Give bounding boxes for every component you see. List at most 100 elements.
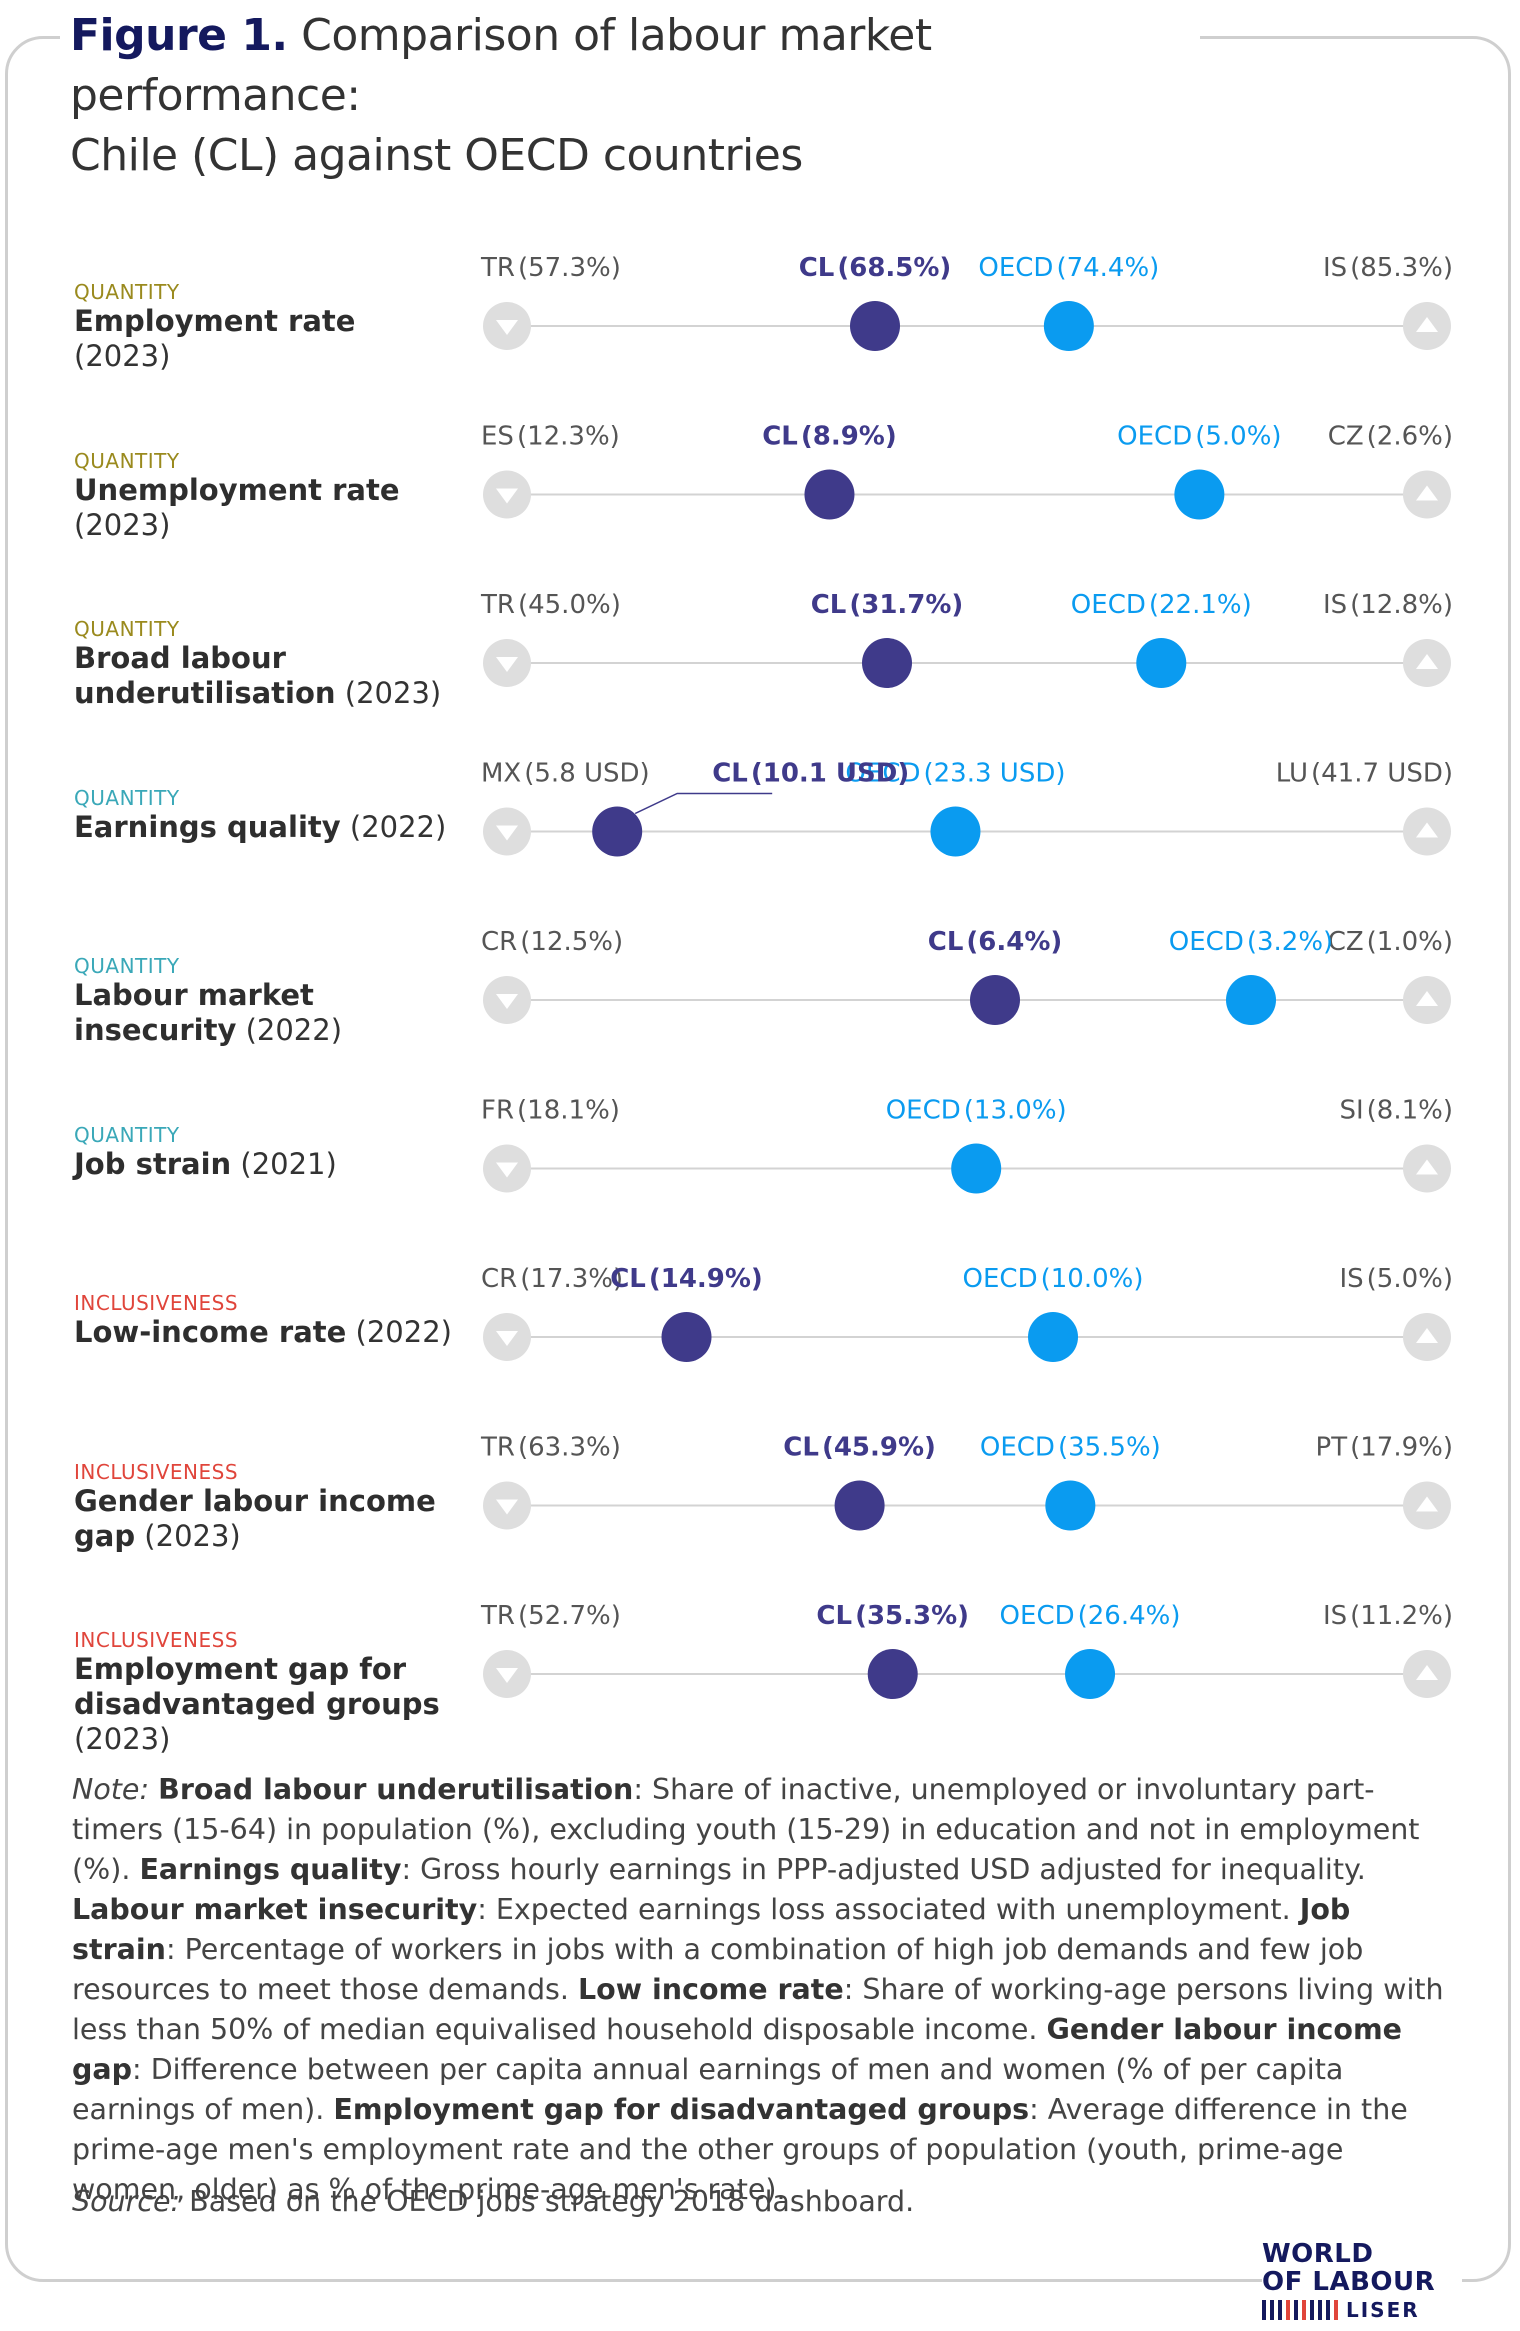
note-term: Job strain bbox=[72, 1893, 1351, 1966]
best-label-value: (12.8%) bbox=[1350, 590, 1453, 620]
worst-label: TR (63.3%) bbox=[480, 1433, 621, 1463]
cl-label-value: (45.9%) bbox=[822, 1433, 936, 1463]
cl-label-code: CL bbox=[610, 1264, 646, 1294]
triangle-up-icon bbox=[1416, 1328, 1438, 1343]
oecd-label: OECD (74.4%) bbox=[978, 253, 1159, 283]
triangle-down-icon bbox=[496, 488, 518, 504]
cl-label-code: CL bbox=[712, 759, 748, 789]
note-term: Gender labour income gap bbox=[72, 2013, 1403, 2086]
note-definition: : Gross hourly earnings in PPP-adjusted … bbox=[401, 1853, 1366, 1886]
oecd-marker bbox=[1136, 638, 1187, 688]
triangle-up-icon bbox=[1416, 1159, 1438, 1175]
best-label-code: LU bbox=[1276, 759, 1308, 789]
worst-label-code: ES bbox=[481, 422, 514, 452]
row-label: QUANTITY Broad labour underutilisation (2… bbox=[74, 617, 454, 711]
oecd-label-value: (22.1%) bbox=[1149, 590, 1252, 620]
row-year: (2023) bbox=[135, 1518, 241, 1553]
cl-label-value: (14.9%) bbox=[649, 1264, 763, 1294]
best-label: CZ (1.0%) bbox=[1328, 927, 1453, 957]
triangle-down-icon bbox=[496, 1499, 518, 1515]
logo-bars-icon bbox=[1262, 2300, 1338, 2320]
oecd-label-value: (5.0%) bbox=[1195, 422, 1281, 452]
cl-label-value: (31.7%) bbox=[849, 590, 963, 620]
worst-label-code: TR bbox=[480, 253, 515, 283]
triangle-up-icon bbox=[1416, 317, 1438, 332]
best-label: IS (5.0%) bbox=[1339, 1264, 1453, 1294]
row-label: QUANTITY Unemployment rate (2023) bbox=[74, 449, 454, 543]
worst-label-code: MX bbox=[481, 759, 521, 789]
worst-label: MX (5.8 USD) bbox=[481, 759, 650, 789]
cl-label-value: (8.9%) bbox=[801, 422, 897, 452]
triangle-up-icon bbox=[1416, 1496, 1438, 1512]
cl-label-code: CL bbox=[816, 1601, 852, 1631]
note-term: Labour market insecurity bbox=[72, 1893, 478, 1926]
worst-label-value: (45.0%) bbox=[518, 590, 621, 620]
cl-label: CL (45.9%) bbox=[783, 1433, 936, 1463]
oecd-marker bbox=[930, 806, 981, 857]
cl-label: CL (10.1 USD) bbox=[712, 759, 909, 789]
cl-label-code: CL bbox=[762, 422, 798, 452]
row-category: INCLUSIVENESS bbox=[74, 1459, 239, 1484]
row-name: Unemployment rate bbox=[74, 472, 400, 507]
source-text: Source: Based on the OECD jobs strategy … bbox=[72, 2182, 1372, 2222]
worst-label-value: (57.3%) bbox=[518, 253, 621, 283]
best-label-value: (2.6%) bbox=[1367, 422, 1453, 452]
worst-label-value: (17.3%) bbox=[520, 1264, 623, 1294]
title-line-1: Comparison of labour market performance: bbox=[70, 10, 932, 121]
oecd-label-code: OECD bbox=[1071, 590, 1146, 620]
cl-leader-line bbox=[634, 792, 773, 815]
best-label-value: (17.9%) bbox=[1350, 1433, 1453, 1463]
note-definition: : Average difference in the prime-age me… bbox=[72, 2093, 1408, 2206]
oecd-label-value: (10.0%) bbox=[1041, 1264, 1144, 1294]
cl-label-value: (35.3%) bbox=[855, 1601, 969, 1631]
oecd-marker bbox=[1043, 301, 1094, 351]
best-label: PT (17.9%) bbox=[1316, 1433, 1453, 1463]
row-label: QUANTITY Earnings quality (2022) bbox=[74, 786, 454, 845]
note-definition: : Percentage of workers in jobs with a c… bbox=[72, 1933, 1364, 2006]
oecd-label-value: (3.2%) bbox=[1247, 927, 1333, 957]
worst-label: TR (52.7%) bbox=[480, 1601, 621, 1631]
worst-label-code: TR bbox=[480, 1433, 515, 1463]
oecd-marker bbox=[1045, 1480, 1096, 1531]
oecd-label-code: OECD bbox=[978, 253, 1053, 283]
row-label: QUANTITY Job strain (2021) bbox=[74, 1123, 454, 1182]
best-label-value: (41.7 USD) bbox=[1311, 759, 1453, 789]
note-term: Low income rate bbox=[578, 1973, 844, 2006]
oecd-label: OECD (5.0%) bbox=[1117, 422, 1281, 452]
best-label-code: IS bbox=[1339, 1264, 1363, 1294]
worst-label: ES (12.3%) bbox=[481, 422, 620, 452]
worst-label: CR (12.5%) bbox=[481, 927, 623, 957]
cl-marker bbox=[661, 1312, 712, 1362]
best-label: LU (41.7 USD) bbox=[1276, 759, 1453, 789]
note-term: Earnings quality bbox=[139, 1853, 402, 1886]
row-year: (2022) bbox=[236, 1013, 343, 1047]
worst-label: TR (57.3%) bbox=[480, 253, 621, 283]
oecd-label-code: OECD bbox=[1117, 422, 1192, 452]
title-background bbox=[60, 0, 1200, 130]
cl-label-code: CL bbox=[811, 590, 847, 620]
cl-label: CL (8.9%) bbox=[762, 422, 897, 452]
cl-marker bbox=[862, 638, 912, 688]
oecd-label-value: (13.0%) bbox=[964, 1096, 1067, 1126]
row-name: Gender labour income gap bbox=[74, 1483, 436, 1553]
cl-label: CL (35.3%) bbox=[816, 1601, 969, 1631]
note-text: Note: Broad labour underutilisation: Sha… bbox=[72, 1770, 1452, 2210]
note-definition: : Share of inactive, unemployed or invol… bbox=[72, 1773, 1420, 1886]
worst-label-code: FR bbox=[481, 1096, 514, 1126]
worst-label: CR (17.3%) bbox=[481, 1264, 623, 1294]
row-year: (2021) bbox=[231, 1146, 337, 1181]
oecd-label: OECD (22.1%) bbox=[1071, 590, 1252, 620]
triangle-down-icon bbox=[496, 1668, 518, 1683]
oecd-marker bbox=[951, 1143, 1002, 1194]
row-category: INCLUSIVENESS bbox=[74, 1628, 239, 1652]
best-label-value: (8.1%) bbox=[1367, 1096, 1453, 1126]
cl-label: CL (14.9%) bbox=[610, 1264, 763, 1294]
logo-line-1: WORLD bbox=[1262, 2239, 1374, 2269]
oecd-label: OECD (3.2%) bbox=[1169, 927, 1333, 957]
best-label-code: IS bbox=[1323, 253, 1347, 283]
worst-label-value: (63.3%) bbox=[518, 1433, 621, 1463]
best-label-value: (11.2%) bbox=[1350, 1601, 1453, 1631]
best-label: IS (11.2%) bbox=[1323, 1601, 1453, 1631]
cl-label-code: CL bbox=[783, 1433, 819, 1463]
row-category: INCLUSIVENESS bbox=[74, 1291, 239, 1315]
